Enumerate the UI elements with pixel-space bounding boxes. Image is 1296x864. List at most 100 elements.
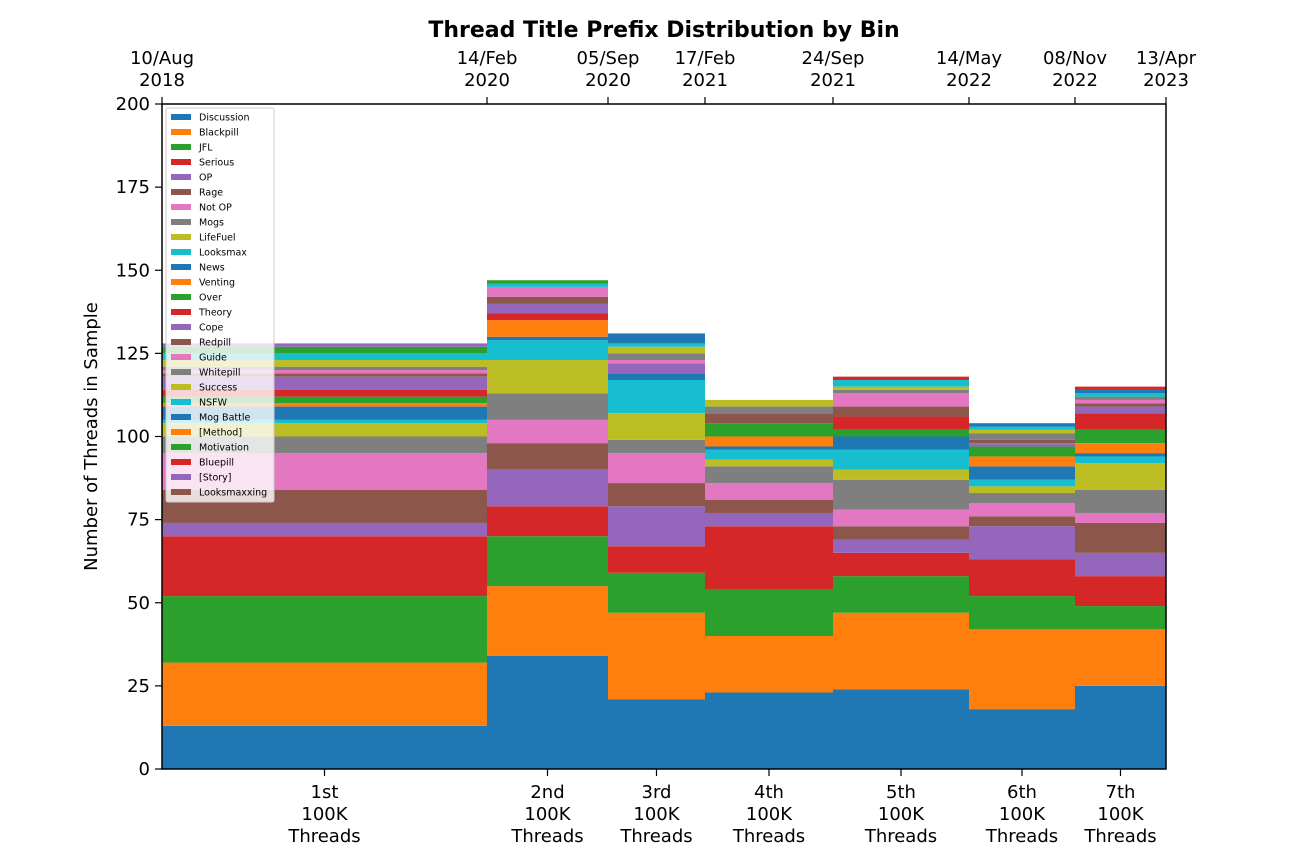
legend-swatch-whitepill: [171, 369, 191, 375]
bar-blackpill-bin-2: [487, 586, 608, 656]
bar-op-bin-7: [1075, 552, 1166, 577]
top-tick-label-4: 24/Sep 2021: [802, 48, 865, 91]
legend-swatch-looksmaxxing: [171, 489, 191, 495]
bar-looksmax-bin-2: [487, 340, 608, 361]
y-tick-label-150: 150: [116, 260, 150, 281]
bar-whitepill-bin-3: [608, 353, 705, 361]
top-tick-line-6-1: 2022: [1052, 70, 1098, 91]
bar-not-op-bin-3: [608, 453, 705, 484]
top-tick-line-2-0: 05/Sep: [577, 48, 640, 69]
bottom-tick-line-4-0: 5th: [886, 782, 916, 803]
legend-label-not-op: Not OP: [199, 203, 232, 214]
legend-label-jfl: JFL: [198, 143, 213, 154]
legend-swatch-nsfw: [171, 399, 191, 405]
legend-swatch-op: [171, 174, 191, 180]
bar-blackpill-bin-6: [969, 629, 1075, 710]
bar-theory-bin-7: [1075, 413, 1166, 430]
bar-op-bin-4: [705, 512, 833, 527]
bar-news-bin-4: [705, 446, 833, 450]
y-tick-label-50: 50: [127, 593, 150, 614]
legend-swatch-serious: [171, 159, 191, 165]
legend-label-guide: Guide: [199, 353, 227, 364]
bar-jfl-bin-7: [1075, 606, 1166, 630]
legend-label-mogs: Mogs: [199, 218, 224, 229]
bar-theory-bin-1: [162, 389, 487, 397]
bar-lifefuel-bin-6: [969, 486, 1075, 494]
bar-redpill-bin-6: [969, 439, 1075, 444]
bar-discussion-bin-4: [705, 692, 833, 769]
y-tick-label-125: 125: [116, 343, 150, 364]
bottom-tick-line-1-0: 2nd: [530, 782, 564, 803]
bar-news-bin-2: [487, 336, 608, 341]
bar-motivation-bin-1: [162, 346, 487, 354]
top-tick-line-5-1: 2022: [946, 70, 992, 91]
legend-swatch-blackpill: [171, 129, 191, 135]
bar-over-bin-5: [833, 429, 969, 437]
bar-jfl-bin-2: [487, 536, 608, 587]
bar-jfl-bin-5: [833, 576, 969, 613]
bar-story-bin-1: [162, 343, 487, 347]
legend-swatch-jfl: [171, 144, 191, 150]
top-tick-line-0-0: 10/Aug: [130, 48, 194, 69]
bar-looksmax-bin-5: [833, 449, 969, 470]
bar-discussion-bin-3: [608, 699, 705, 769]
bar-serious-bin-2: [487, 506, 608, 537]
bottom-tick-label-1: 2nd 100K Threads: [510, 782, 583, 847]
bar-lifefuel-bin-4: [705, 459, 833, 467]
top-tick-line-4-0: 24/Sep: [802, 48, 865, 69]
bar-lifefuel-bin-7: [1075, 463, 1166, 490]
bar-guide-bin-7: [1075, 399, 1166, 404]
bottom-tick-label-3: 4th 100K Threads: [732, 782, 805, 847]
bottom-tick-line-3-2: Threads: [732, 826, 805, 847]
bar-serious-bin-7: [1075, 576, 1166, 607]
bar-rage-bin-4: [705, 499, 833, 513]
top-tick-label-5: 14/May 2022: [936, 48, 1003, 91]
legend-swatch-success: [171, 384, 191, 390]
bar-looksmax-bin-3: [608, 379, 705, 414]
bar-bluepill-bin-7: [1075, 386, 1166, 390]
bar-guide-bin-5: [833, 393, 969, 407]
bar-not-op-bin-5: [833, 509, 969, 527]
top-tick-label-6: 08/Nov 2022: [1043, 48, 1107, 91]
bar-success-bin-1: [162, 360, 487, 367]
bar-blackpill-bin-3: [608, 612, 705, 700]
bottom-tick-line-3-0: 4th: [754, 782, 784, 803]
chart-title: Thread Title Prefix Distribution by Bin: [428, 18, 899, 43]
top-tick-line-0-1: 2018: [139, 70, 185, 91]
bar-serious-bin-5: [833, 552, 969, 577]
legend-label-redpill: Redpill: [199, 338, 231, 349]
bar-rage-bin-3: [608, 483, 705, 507]
bottom-tick-line-6-2: Threads: [1083, 826, 1156, 847]
top-tick-line-4-1: 2021: [810, 70, 856, 91]
bottom-tick-label-2: 3rd 100K Threads: [619, 782, 692, 847]
legend-label-story: [Story]: [199, 473, 232, 484]
bar-redpill-bin-7: [1075, 403, 1166, 407]
top-tick-label-2: 05/Sep 2020: [577, 48, 640, 91]
bottom-tick-line-3-1: 100K: [746, 804, 793, 825]
top-tick-label-7: 13/Apr 2023: [1136, 48, 1197, 91]
bar-op-bin-1: [162, 522, 487, 537]
legend-swatch-redpill: [171, 339, 191, 345]
bar-news-bin-3: [608, 373, 705, 380]
bar-jfl-bin-6: [969, 596, 1075, 630]
legend-label-discussion: Discussion: [199, 113, 250, 124]
bar-discussion-bin-7: [1075, 685, 1166, 769]
bar-not-op-bin-4: [705, 483, 833, 500]
bar-news-bin-7: [1075, 453, 1166, 457]
bar-mog-battle-bin-3: [608, 333, 705, 344]
legend-label-nsfw: NSFW: [199, 398, 228, 409]
bottom-tick-label-5: 6th 100K Threads: [985, 782, 1058, 847]
legend-label-lifefuel: LifeFuel: [199, 233, 236, 244]
top-tick-line-1-1: 2020: [464, 70, 510, 91]
bar-lifefuel-bin-2: [487, 360, 608, 394]
legend: Discussion Blackpill JFL Serious OP Rage Not O…: [165, 107, 275, 503]
legend-swatch-over: [171, 294, 191, 300]
bar-cope-bin-7: [1075, 406, 1166, 414]
bar-over-bin-4: [705, 423, 833, 437]
legend-label-theory: Theory: [198, 308, 232, 319]
bar-nsfw-bin-5: [833, 379, 969, 387]
y-tick-label-25: 25: [127, 676, 150, 697]
legend-swatch-method: [171, 429, 191, 435]
bar-nsfw-bin-3: [608, 343, 705, 347]
